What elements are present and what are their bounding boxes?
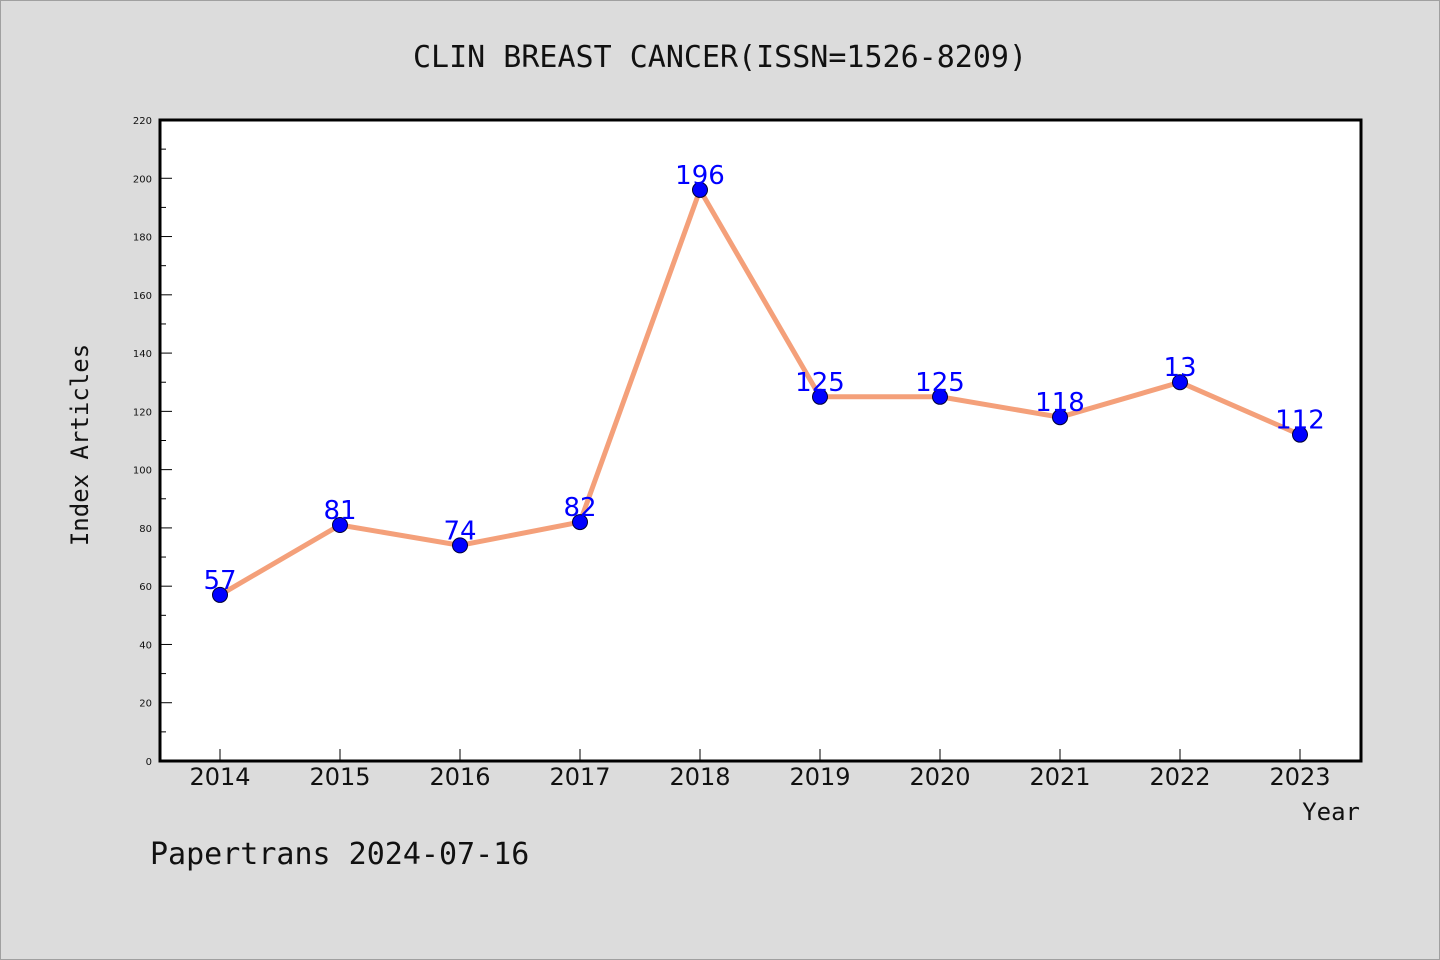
footer-text: Papertrans 2024-07-16 — [150, 837, 529, 872]
data-label: 118 — [1035, 388, 1085, 418]
chart-title: CLIN BREAST CANCER(ISSN=1526-8209) — [413, 40, 1027, 75]
y-tick-label: 60 — [139, 582, 152, 593]
data-point — [572, 514, 588, 531]
data-label: 112 — [1275, 406, 1325, 436]
x-tick-label: 2015 — [309, 763, 370, 791]
data-point — [1292, 426, 1308, 443]
data-label: 125 — [795, 368, 845, 398]
y-tick-label: 20 — [139, 699, 152, 710]
y-tick-label: 140 — [133, 349, 152, 360]
series-line — [217, 184, 1303, 598]
plot-area — [158, 118, 1363, 763]
y-tick-label: 220 — [133, 116, 152, 127]
data-point — [212, 586, 228, 603]
y-tick-label: 200 — [133, 174, 152, 185]
series-index-articles — [212, 181, 1308, 603]
y-tick-label: 160 — [133, 291, 152, 302]
y-tick-label: 120 — [133, 407, 152, 418]
data-label: 13 — [1163, 353, 1196, 383]
x-tick-label: 2017 — [549, 763, 610, 791]
x-tick-label: 2018 — [669, 763, 730, 791]
y-tick-label: 40 — [139, 640, 152, 651]
x-axis: 2014 2015 2016 2017 2018 2019 2020 2021 2022 2023 — [189, 749, 1331, 791]
data-label: 74 — [443, 516, 476, 546]
y-tick-label: 80 — [139, 524, 152, 535]
data-point — [1172, 374, 1188, 391]
data-point — [692, 181, 708, 198]
data-point — [1052, 409, 1068, 426]
x-tick-label: 2019 — [789, 763, 850, 791]
data-labels: 57 81 74 82 196 125 125 118 13 112 — [203, 161, 1324, 596]
x-tick-label: 2020 — [909, 763, 970, 791]
x-axis-label: Year — [1302, 798, 1360, 826]
data-label: 57 — [203, 566, 236, 596]
y-tick-label: 100 — [133, 466, 152, 477]
data-label: 125 — [915, 368, 965, 398]
x-tick-label: 2016 — [429, 763, 490, 791]
data-point — [452, 537, 468, 554]
x-tick-label: 2021 — [1029, 763, 1090, 791]
data-label: 196 — [675, 161, 725, 191]
data-point — [932, 388, 948, 405]
y-axis: 0 20 40 60 80 100 120 140 160 180 200 220 — [133, 116, 172, 768]
y-tick-label: 0 — [146, 757, 152, 768]
data-label: 82 — [563, 493, 596, 523]
data-point — [332, 516, 348, 533]
y-axis-label: Index Articles — [66, 344, 94, 546]
data-label: 81 — [323, 496, 356, 526]
data-point — [812, 388, 828, 405]
x-tick-label: 2014 — [189, 763, 250, 791]
x-tick-label: 2022 — [1149, 763, 1210, 791]
x-tick-label: 2023 — [1269, 763, 1330, 791]
y-tick-label: 180 — [133, 233, 152, 244]
